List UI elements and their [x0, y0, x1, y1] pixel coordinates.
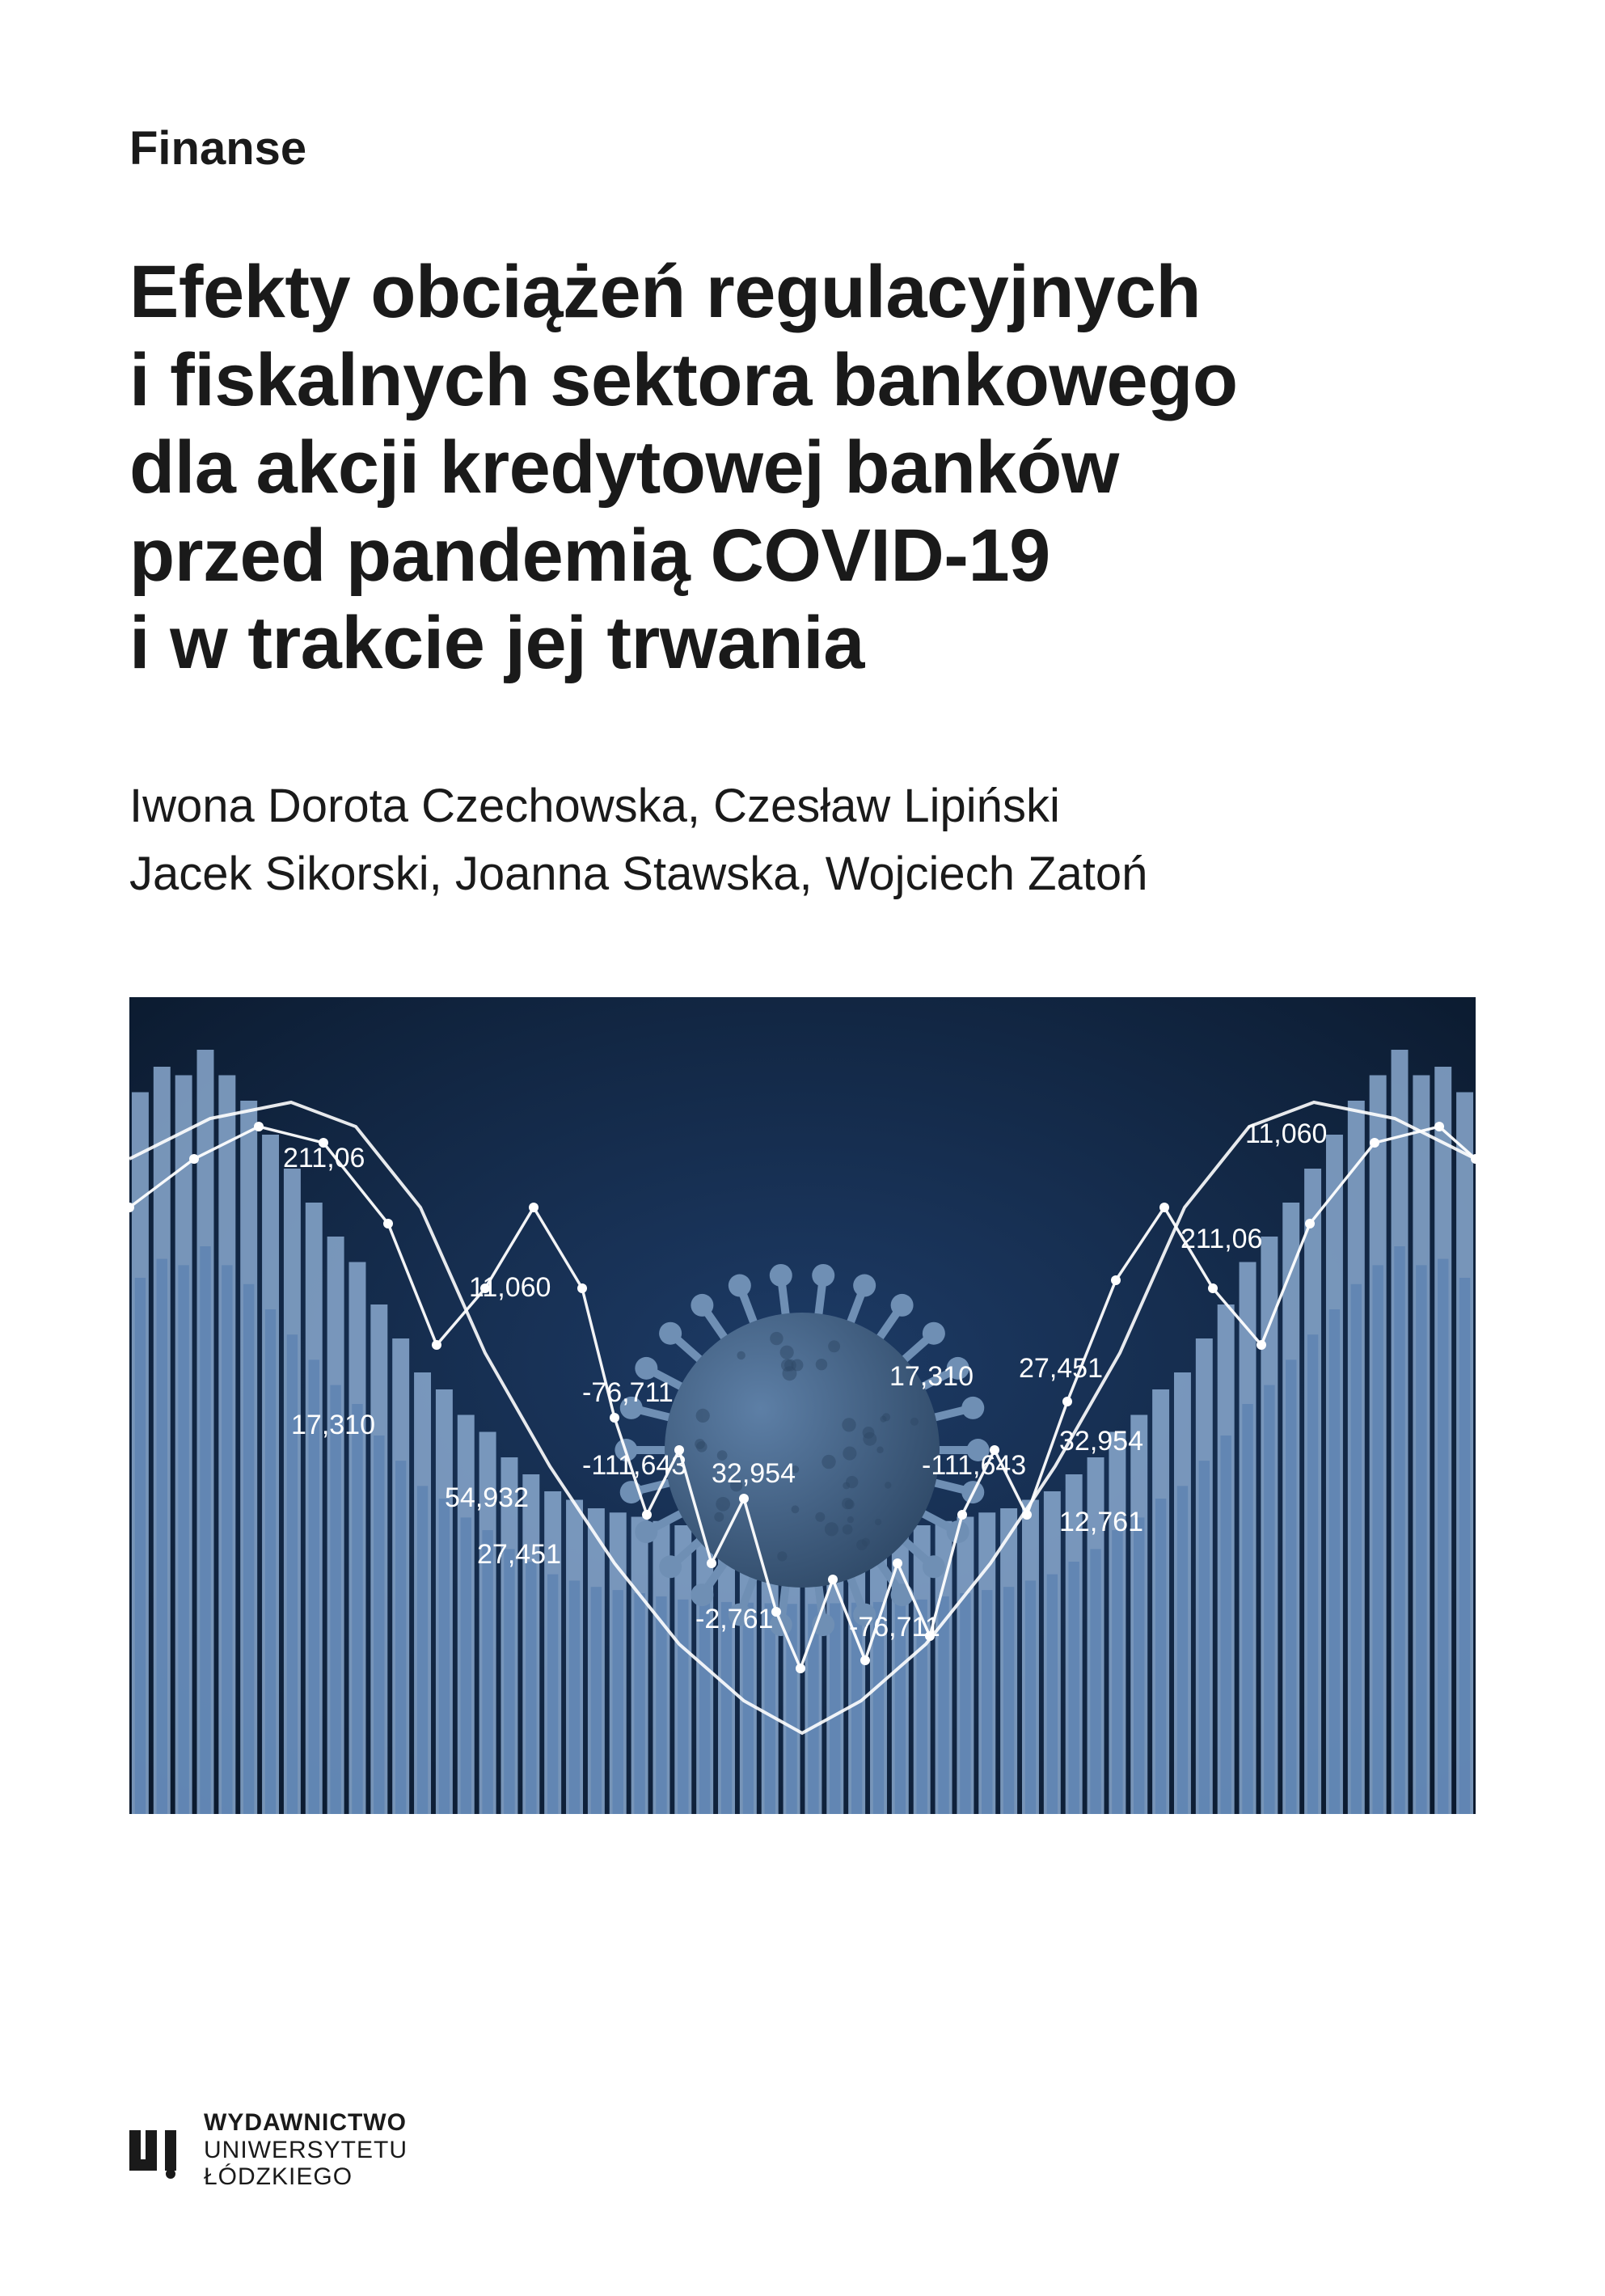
chart-value-label: -76,711	[582, 1377, 674, 1408]
chart-value-label: -111,643	[922, 1450, 1026, 1481]
chart-value-label: 17,310	[889, 1361, 974, 1392]
authors-line: Iwona Dorota Czechowska, Czesław Lipińsk…	[129, 780, 1060, 832]
chart-value-label: 12,761	[1059, 1507, 1143, 1537]
chart-value-label: 54,932	[445, 1482, 529, 1513]
chart-value-label: 211,06	[1181, 1224, 1262, 1254]
cover-chart-svg: 211,06 11,060 17,310 -76,711 54,932 -111,643 3…	[129, 997, 1476, 1814]
chart-value-label: 27,451	[477, 1539, 561, 1570]
chart-value-label: 11,060	[1245, 1118, 1327, 1149]
publisher-block: WYDAWNICTWO UNIWERSYTETU ŁÓDZKIEGO	[129, 2109, 408, 2191]
title-line: Efekty obciążeń regulacyjnych	[129, 251, 1201, 333]
chart-value-label: -76,711	[849, 1612, 940, 1643]
publisher-text: WYDAWNICTWO UNIWERSYTETU ŁÓDZKIEGO	[204, 2109, 408, 2191]
publisher-logo-icon	[129, 2122, 186, 2179]
series-category: Finanse	[129, 121, 1476, 175]
title-line: przed pandemią COVID-19	[129, 514, 1050, 597]
book-title: Efekty obciążeń regulacyjnych i fiskalny…	[129, 248, 1476, 687]
publisher-line: UNIWERSYTETU	[204, 2137, 408, 2164]
chart-value-label: 17,310	[291, 1410, 375, 1440]
chart-value-label: 32,954	[712, 1458, 796, 1489]
chart-value-label: 32,954	[1059, 1426, 1143, 1457]
title-line: dla akcji kredytowej banków	[129, 426, 1119, 509]
authors: Iwona Dorota Czechowska, Czesław Lipińsk…	[129, 772, 1476, 908]
chart-value-label: -2,761	[695, 1604, 773, 1634]
title-line: i w trakcie jej trwania	[129, 602, 864, 684]
book-cover: Finanse Efekty obciążeń regulacyjnych i …	[0, 0, 1605, 2296]
cover-illustration: 211,06 11,060 17,310 -76,711 54,932 -111,643 3…	[129, 997, 1476, 1814]
chart-value-label: 11,060	[469, 1272, 551, 1303]
chart-value-label: 211,06	[283, 1143, 365, 1173]
chart-value-label: -111,643	[582, 1450, 686, 1481]
authors-line: Jacek Sikorski, Joanna Stawska, Wojciech…	[129, 848, 1147, 900]
publisher-line: WYDAWNICTWO	[204, 2109, 408, 2137]
chart-value-label: 27,451	[1019, 1353, 1103, 1384]
title-line: i fiskalnych sektora bankowego	[129, 339, 1238, 421]
publisher-line: ŁÓDZKIEGO	[204, 2163, 408, 2191]
